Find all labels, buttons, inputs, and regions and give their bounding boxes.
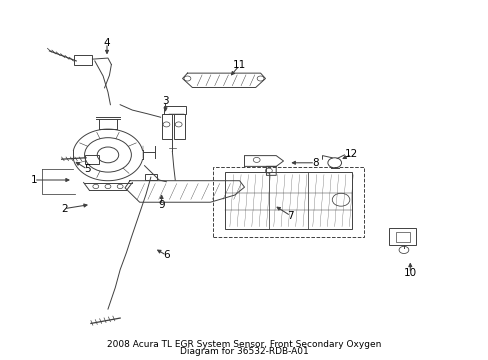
Text: 2: 2 — [61, 204, 67, 214]
Bar — [212, 167, 363, 237]
Text: 7: 7 — [287, 211, 294, 221]
Text: 9: 9 — [158, 200, 164, 210]
Bar — [163, 106, 185, 114]
Bar — [224, 172, 351, 229]
Text: 11: 11 — [232, 60, 246, 70]
Bar — [85, 154, 99, 163]
Bar — [161, 114, 172, 139]
Text: Diagram for 36532-RDB-A01: Diagram for 36532-RDB-A01 — [180, 347, 308, 356]
Text: 2008 Acura TL EGR System Sensor, Front Secondary Oxygen: 2008 Acura TL EGR System Sensor, Front S… — [107, 340, 381, 349]
Text: 3: 3 — [162, 96, 168, 106]
Bar — [173, 114, 184, 139]
Text: 4: 4 — [103, 38, 110, 48]
Text: 12: 12 — [345, 149, 358, 159]
Text: 8: 8 — [311, 158, 318, 168]
Text: 10: 10 — [403, 268, 416, 278]
Bar — [74, 55, 92, 65]
Bar — [388, 228, 415, 245]
Bar — [145, 174, 157, 180]
Text: 5: 5 — [84, 164, 91, 174]
Bar — [395, 231, 409, 242]
Text: 1: 1 — [30, 175, 37, 185]
Text: 6: 6 — [163, 250, 169, 260]
